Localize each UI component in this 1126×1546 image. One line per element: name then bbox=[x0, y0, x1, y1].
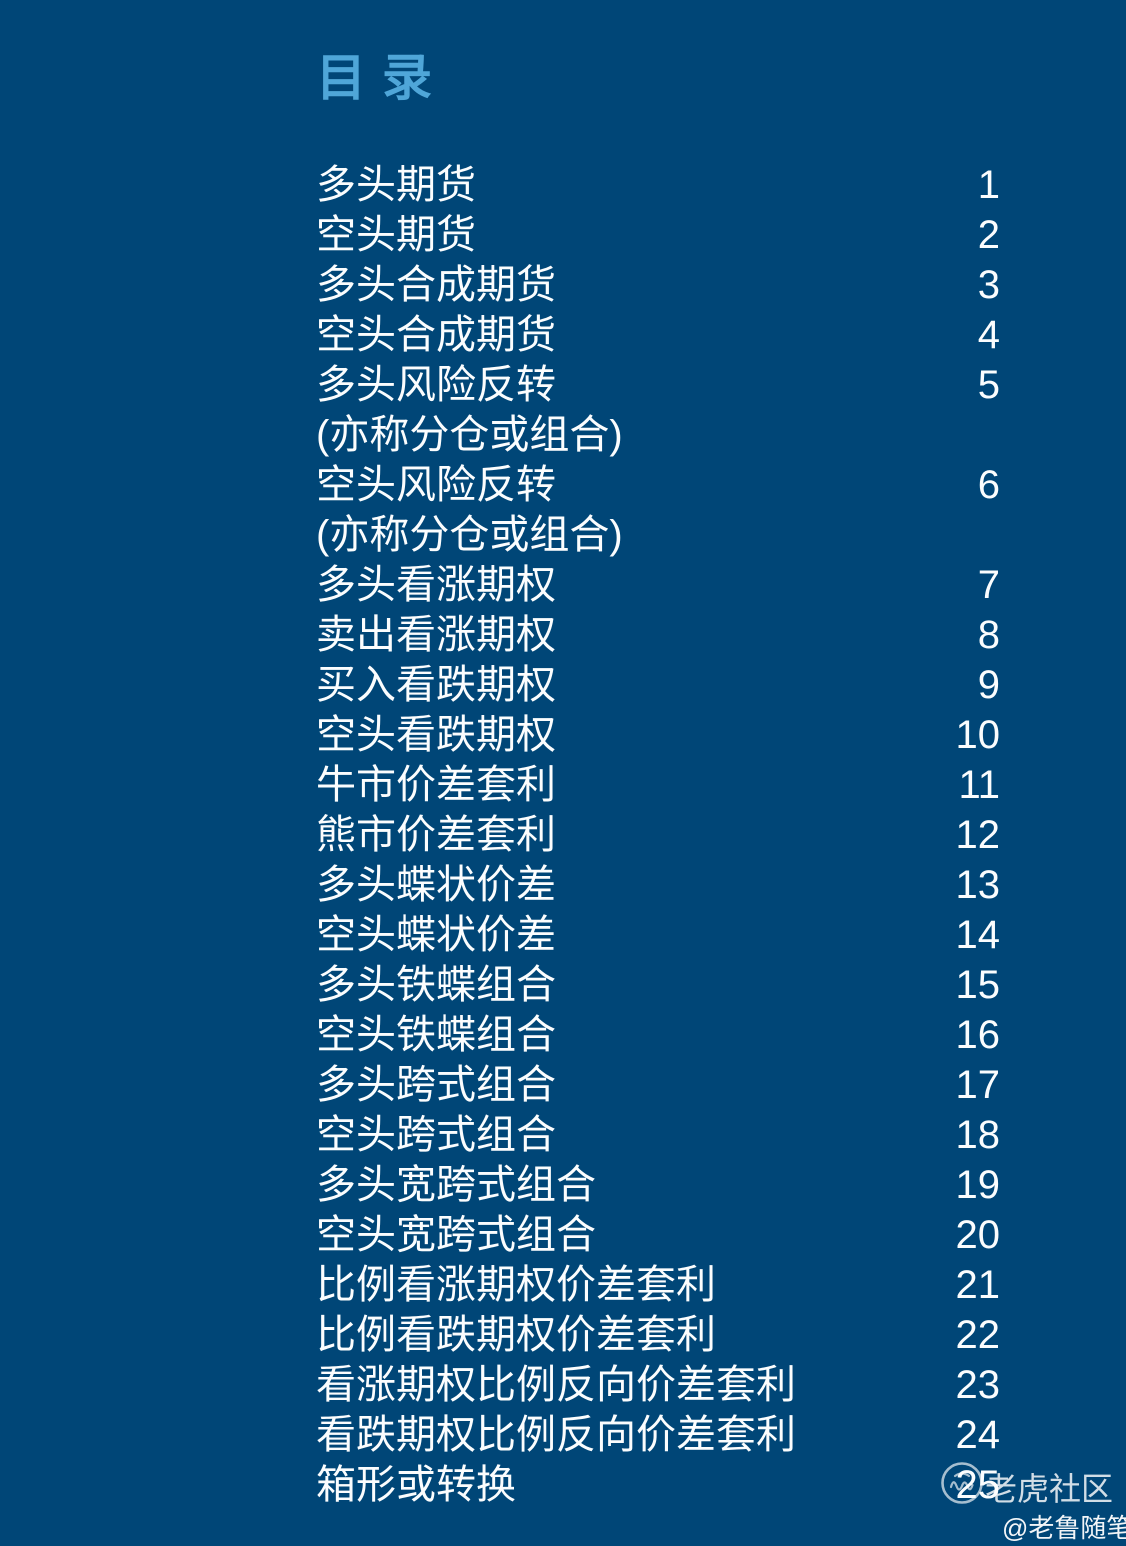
toc-item-page: 3 bbox=[977, 263, 1000, 307]
toc-row-note: (亦称分仓或组合) bbox=[316, 410, 1000, 460]
toc-row: 熊市价差套利 12 bbox=[316, 810, 1000, 860]
toc-item-page: 18 bbox=[955, 1113, 1001, 1157]
watermark-author-label: @老鲁随笔 bbox=[1002, 1513, 1126, 1543]
toc-item-page: 5 bbox=[977, 363, 1000, 407]
toc-row: 比例看涨期权价差套利 21 bbox=[316, 1260, 1000, 1310]
toc-item-page: 10 bbox=[955, 713, 1001, 757]
toc-item-page: 1 bbox=[977, 163, 1000, 207]
toc-item-label: 多头宽跨式组合 bbox=[316, 1163, 596, 1207]
toc-item-page: 16 bbox=[955, 1013, 1001, 1057]
toc-row: 多头看涨期权 7 bbox=[316, 560, 1000, 610]
toc-item-label: (亦称分仓或组合) bbox=[316, 413, 623, 457]
toc-item-label: 比例看跌期权价差套利 bbox=[316, 1313, 716, 1357]
toc-row: 多头铁蝶组合 15 bbox=[316, 960, 1000, 1010]
toc-item-label: 多头合成期货 bbox=[316, 263, 556, 307]
toc-item-page: 19 bbox=[955, 1163, 1001, 1207]
toc-item-page: 4 bbox=[977, 313, 1000, 357]
toc-item-label: 空头跨式组合 bbox=[316, 1113, 556, 1157]
toc-item-label: 多头风险反转 bbox=[316, 363, 556, 407]
toc-item-label: 多头铁蝶组合 bbox=[316, 963, 556, 1007]
toc-item-page: 22 bbox=[955, 1313, 1001, 1357]
toc-item-page: 6 bbox=[977, 463, 1000, 507]
toc-row: 空头风险反转 6 bbox=[316, 460, 1000, 510]
toc-row: 比例看跌期权价差套利 22 bbox=[316, 1310, 1000, 1360]
toc-item-label: 空头期货 bbox=[316, 213, 476, 257]
toc-item-page: 21 bbox=[955, 1263, 1001, 1307]
watermark: 老虎社区 @老鲁随笔 bbox=[930, 1456, 1126, 1546]
toc-item-page: 7 bbox=[977, 563, 1000, 607]
toc-row: 卖出看涨期权 8 bbox=[316, 610, 1000, 660]
toc-row: 多头宽跨式组合 19 bbox=[316, 1160, 1000, 1210]
toc-row: 空头跨式组合 18 bbox=[316, 1110, 1000, 1160]
toc-item-label: (亦称分仓或组合) bbox=[316, 513, 623, 557]
toc-item-label: 买入看跌期权 bbox=[316, 663, 556, 707]
toc-row: 空头宽跨式组合 20 bbox=[316, 1210, 1000, 1260]
toc-item-label: 空头合成期货 bbox=[316, 313, 556, 357]
toc-item-label: 空头宽跨式组合 bbox=[316, 1213, 596, 1257]
watermark-community-label: 老虎社区 bbox=[985, 1471, 1114, 1507]
toc-item-page: 14 bbox=[955, 913, 1001, 957]
toc-item-label: 空头风险反转 bbox=[316, 463, 556, 507]
toc-item-label: 多头蝶状价差 bbox=[316, 863, 556, 907]
toc-item-page: 24 bbox=[955, 1413, 1001, 1457]
toc-item-page: 13 bbox=[955, 863, 1001, 907]
toc-item-label: 多头期货 bbox=[316, 163, 476, 207]
toc-item-label: 箱形或转换 bbox=[316, 1463, 516, 1507]
toc-row: 箱形或转换 25 bbox=[316, 1460, 1000, 1510]
toc-item-label: 看涨期权比例反向价差套利 bbox=[316, 1363, 796, 1407]
toc-row: 多头合成期货 3 bbox=[316, 260, 1000, 310]
toc-row: 看跌期权比例反向价差套利 24 bbox=[316, 1410, 1000, 1460]
toc-row-note: (亦称分仓或组合) bbox=[316, 510, 1000, 560]
toc-item-label: 多头看涨期权 bbox=[316, 563, 556, 607]
toc-row: 多头跨式组合 17 bbox=[316, 1060, 1000, 1110]
toc-item-label: 看跌期权比例反向价差套利 bbox=[316, 1413, 796, 1457]
toc-item-page: 15 bbox=[955, 963, 1001, 1007]
toc-item-label: 熊市价差套利 bbox=[316, 813, 556, 857]
toc-item-page: 17 bbox=[955, 1063, 1001, 1107]
toc-item-label: 比例看涨期权价差套利 bbox=[316, 1263, 716, 1307]
toc-row: 空头看跌期权 10 bbox=[316, 710, 1000, 760]
toc-item-label: 空头蝶状价差 bbox=[316, 913, 556, 957]
toc-item-label: 多头跨式组合 bbox=[316, 1063, 556, 1107]
tiger-community-logo-icon bbox=[940, 1461, 984, 1505]
toc-item-label: 空头看跌期权 bbox=[316, 713, 556, 757]
toc-item-page: 12 bbox=[955, 813, 1001, 857]
toc-row: 看涨期权比例反向价差套利 23 bbox=[316, 1360, 1000, 1410]
toc-item-page: 20 bbox=[955, 1213, 1001, 1257]
toc-row: 多头风险反转 5 bbox=[316, 360, 1000, 410]
toc-row: 多头蝶状价差 13 bbox=[316, 860, 1000, 910]
toc-item-page: 9 bbox=[977, 663, 1000, 707]
toc-row: 多头期货 1 bbox=[316, 160, 1000, 210]
page-title: 目录 bbox=[316, 50, 448, 106]
toc-row: 空头合成期货 4 bbox=[316, 310, 1000, 360]
toc-item-page: 23 bbox=[955, 1363, 1001, 1407]
toc-row: 空头铁蝶组合 16 bbox=[316, 1010, 1000, 1060]
toc-item-label: 牛市价差套利 bbox=[316, 763, 556, 807]
toc-row: 空头期货 2 bbox=[316, 210, 1000, 260]
toc-list: 多头期货 1 空头期货 2 多头合成期货 3 空头合成期货 4 多头风险反转 5 (亦称分… bbox=[316, 160, 1000, 1510]
toc-item-page: 11 bbox=[958, 763, 1000, 807]
toc-item-label: 空头铁蝶组合 bbox=[316, 1013, 556, 1057]
toc-row: 买入看跌期权 9 bbox=[316, 660, 1000, 710]
toc-row: 空头蝶状价差 14 bbox=[316, 910, 1000, 960]
toc-item-page: 8 bbox=[977, 613, 1000, 657]
toc-row: 牛市价差套利 11 bbox=[316, 760, 1000, 810]
toc-item-label: 卖出看涨期权 bbox=[316, 613, 556, 657]
toc-item-page: 2 bbox=[977, 213, 1000, 257]
